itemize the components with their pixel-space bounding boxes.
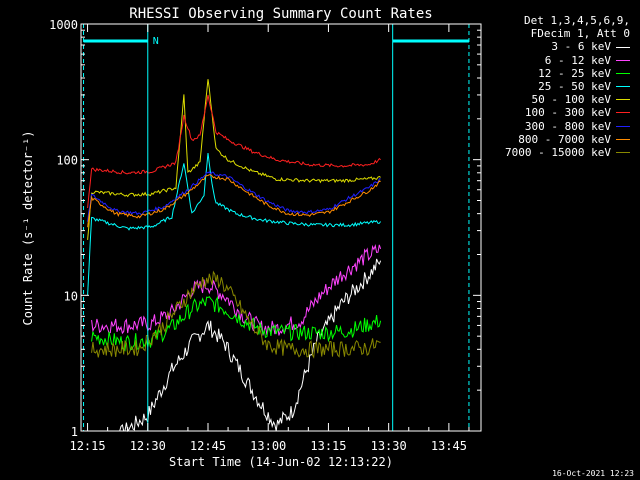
legend-item-300-800: 300 - 800 keV xyxy=(480,120,630,133)
series-line xyxy=(87,79,381,240)
y-axis-label: Count Rate (s⁻¹ detector⁻¹) xyxy=(21,130,35,325)
legend-label: 25 - 50 keV xyxy=(538,79,611,93)
legend-label: 7000 - 15000 keV xyxy=(505,145,611,159)
legend-item-800-7000: 800 - 7000 keV xyxy=(480,133,630,146)
legend-swatch xyxy=(616,72,630,74)
legend-item-3-6: 3 - 6 keV xyxy=(480,40,630,53)
y-tick-label: 100 xyxy=(56,154,78,168)
legend-header-2: FDecim 1, Att 0 xyxy=(530,27,630,41)
legend-swatch xyxy=(616,125,630,127)
legend-label: 300 - 800 keV xyxy=(524,119,611,133)
legend-swatch xyxy=(616,112,630,114)
x-tick-label: 13:30 xyxy=(371,439,407,453)
legend-swatch xyxy=(616,99,630,101)
series-line xyxy=(91,258,382,433)
y-tick-label: 10 xyxy=(64,289,78,303)
night-label: N xyxy=(153,36,159,47)
x-tick-label: 12:15 xyxy=(69,439,105,453)
series-line xyxy=(87,94,381,209)
legend-item-6-12: 6 - 12 keV xyxy=(480,54,630,67)
legend-item-25-50: 25 - 50 keV xyxy=(480,80,630,93)
series-line xyxy=(91,244,382,336)
chart-title: RHESSI Observing Summary Count Rates xyxy=(129,6,432,22)
series-line xyxy=(87,171,381,222)
plot-frame xyxy=(80,23,482,432)
legend-label: 800 - 7000 keV xyxy=(518,132,611,146)
night-markers: N xyxy=(83,24,470,431)
legend-item-100-300: 100 - 300 keV xyxy=(480,106,630,119)
footer-date: 16-Oct-2021 12:23 xyxy=(552,469,634,478)
legend-item-12-25: 12 - 25 keV xyxy=(480,67,630,80)
legend-header-1: Det 1,3,4,5,6,9, xyxy=(524,14,630,27)
series-group xyxy=(87,79,382,433)
legend-swatch xyxy=(616,152,630,153)
legend-label: 12 - 25 keV xyxy=(538,66,611,80)
y-tick-label: 1000 xyxy=(49,18,78,32)
legend-swatch xyxy=(616,46,630,48)
x-tick-label: 12:30 xyxy=(130,439,166,453)
x-tick-label: 13:15 xyxy=(310,439,346,453)
series-line xyxy=(87,174,381,228)
x-tick-label: 12:45 xyxy=(190,439,226,453)
series-line xyxy=(91,270,381,359)
x-tick-label: 13:45 xyxy=(431,439,467,453)
legend-swatch xyxy=(616,86,630,88)
x-tick-label: 13:00 xyxy=(250,439,286,453)
x-axis-label: Start Time (14-Jun-02 12:13:22) xyxy=(169,455,393,469)
legend-item-7000-15000: 7000 - 15000 keV xyxy=(480,146,630,159)
legend-swatch xyxy=(616,138,630,140)
series-line xyxy=(87,152,382,296)
legend: Det 1,3,4,5,6,9, FDecim 1, Att 0 3 - 6 k… xyxy=(480,14,630,159)
legend-label: 100 - 300 keV xyxy=(524,106,611,120)
y-tick-label: 1 xyxy=(71,425,78,439)
legend-swatch xyxy=(616,59,630,61)
legend-item-50-100: 50 - 100 keV xyxy=(480,93,630,106)
legend-label: 3 - 6 keV xyxy=(551,40,611,54)
axis-ticks: 12:15 12:30 12:45 13:00 13:15 13:30 13:45 1 10 10… xyxy=(49,18,481,453)
legend-label: 50 - 100 keV xyxy=(531,93,611,107)
legend-label: 6 - 12 keV xyxy=(544,53,611,67)
